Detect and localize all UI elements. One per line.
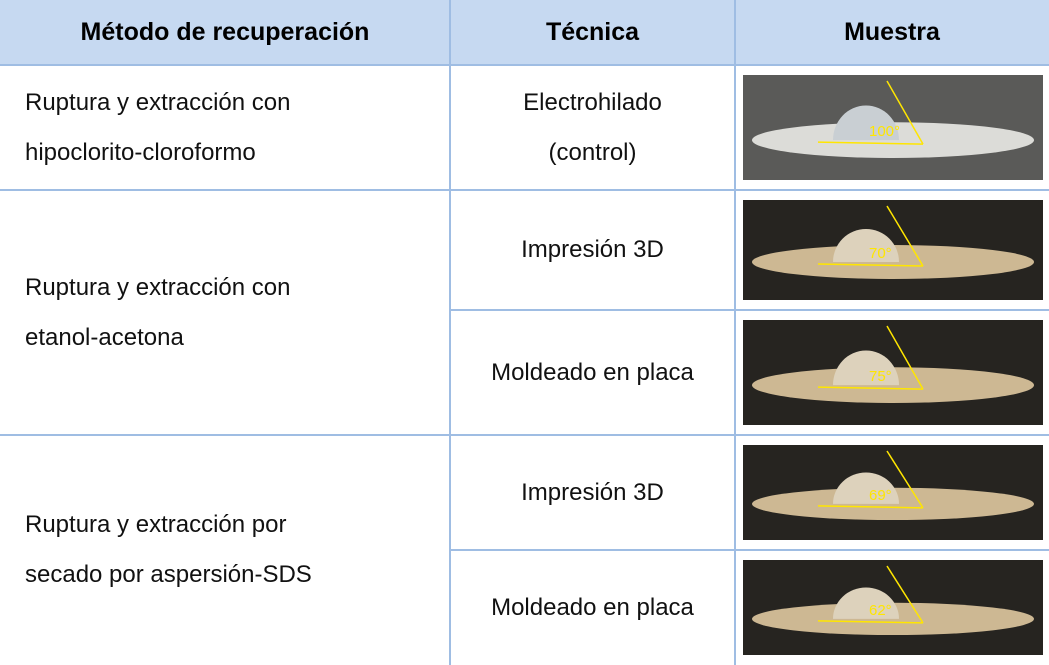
- shape: [833, 105, 899, 141]
- shape: [833, 472, 899, 504]
- method-text: Ruptura y extracción por: [25, 511, 287, 538]
- technique-text: Impresión 3D: [521, 236, 664, 263]
- shape: [886, 450, 924, 509]
- row-divider: [0, 189, 1049, 191]
- header-row: [0, 0, 1049, 65]
- method-text: etanol-acetona: [25, 323, 184, 351]
- shape: [817, 141, 924, 145]
- shape: [886, 325, 924, 390]
- column-divider: [449, 0, 451, 665]
- angle-label: 62°: [869, 602, 892, 619]
- method-text: Ruptura y extracción con: [25, 88, 291, 116]
- angle-label: 100°: [869, 123, 900, 140]
- shape: [817, 263, 924, 267]
- sample-photo: 62°: [743, 560, 1043, 655]
- row-divider: [450, 309, 1049, 311]
- angle-label: 70°: [869, 245, 892, 262]
- technique-text: Moldeado en placa: [491, 593, 694, 621]
- sample-photo: 70°: [743, 200, 1043, 300]
- sample-photo: 100°: [743, 75, 1043, 180]
- technique-text: Moldeado en placa: [491, 358, 694, 386]
- method-text: secado por aspersión-SDS: [25, 561, 312, 588]
- header-cell: Método de recuperación: [80, 18, 370, 46]
- row-divider: [0, 64, 1049, 66]
- shape: [833, 350, 899, 386]
- shape: [817, 386, 924, 390]
- method-text: Ruptura y extracción con: [25, 273, 291, 301]
- sample-photo: 75°: [743, 320, 1043, 425]
- row-divider: [0, 434, 1049, 436]
- shape: [817, 505, 924, 509]
- angle-label: 69°: [869, 487, 892, 504]
- angle-label: 75°: [869, 368, 892, 385]
- method-text: hipoclorito-cloroformo: [25, 138, 256, 166]
- header-cell: Muestra: [844, 18, 940, 46]
- header-cell: Técnica: [545, 18, 640, 46]
- shape: [752, 367, 1034, 403]
- technique-text: Electrohilado: [523, 88, 662, 116]
- column-divider: [734, 0, 736, 665]
- technique-text: Impresión 3D: [521, 478, 664, 506]
- shape: [886, 80, 924, 145]
- shape: [833, 229, 899, 262]
- shape: [752, 602, 1034, 636]
- shape: [886, 565, 924, 624]
- shape: [752, 122, 1034, 158]
- shape: [817, 620, 924, 624]
- sample-photo: 69°: [743, 445, 1043, 540]
- technique-text: (control): [548, 138, 637, 166]
- shape: [833, 587, 899, 619]
- row-divider: [450, 549, 1049, 551]
- shape: [886, 205, 924, 267]
